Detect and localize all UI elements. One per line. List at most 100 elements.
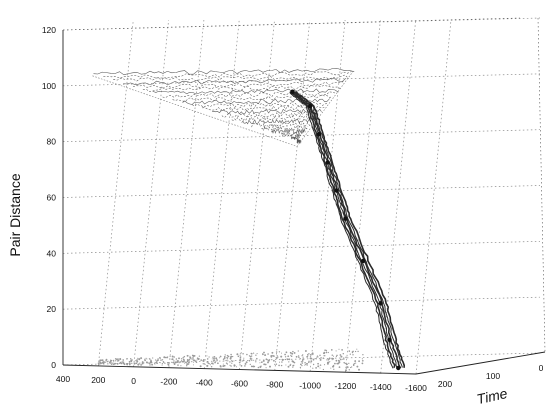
floor-point	[128, 363, 131, 366]
floor-point	[273, 355, 275, 357]
floor-point	[152, 357, 154, 359]
floor-point	[166, 356, 169, 359]
right-edge	[537, 17, 546, 353]
floor-point	[298, 356, 300, 358]
floor-point	[107, 360, 109, 362]
floor-point	[102, 361, 105, 363]
floor-point	[180, 365, 182, 367]
floor-point	[178, 362, 180, 364]
floor-point	[195, 360, 197, 362]
depth-tick-label: 100	[486, 371, 500, 381]
floor-point	[293, 361, 296, 364]
trajectory-strand	[289, 91, 396, 368]
floor-point	[270, 356, 273, 358]
floor-point	[196, 359, 198, 361]
floor-point	[253, 359, 255, 361]
floor-point	[206, 361, 208, 363]
floor-point	[114, 362, 117, 365]
floor-point	[280, 352, 283, 354]
floor-point	[227, 355, 230, 358]
grid-line-x	[97, 19, 134, 366]
floor-point	[284, 356, 287, 358]
floor-point	[105, 358, 108, 361]
floor-point	[188, 358, 191, 361]
floor-point	[320, 357, 322, 359]
floor-point	[265, 367, 267, 369]
floor-point	[345, 369, 347, 372]
floor-point	[186, 354, 189, 357]
floor-point	[354, 350, 357, 353]
grid-line-y	[62, 240, 541, 254]
floor-point	[306, 364, 308, 367]
y-tick-label: 100	[42, 81, 56, 91]
floor-point	[274, 363, 276, 365]
floor-point	[301, 360, 304, 362]
trajectory-strand	[294, 90, 406, 368]
floor-point	[101, 359, 104, 362]
floor-point	[319, 354, 321, 357]
trajectory-point	[325, 160, 330, 165]
floor-point	[361, 362, 364, 365]
floor-point	[159, 356, 161, 359]
floor-point	[162, 361, 165, 363]
floor-point	[133, 361, 135, 363]
floor-point	[361, 358, 363, 360]
surface-mesh-line	[221, 111, 320, 118]
floor-point	[99, 359, 102, 362]
floor-point	[173, 360, 175, 362]
floor-point	[140, 357, 143, 360]
floor-point	[244, 362, 247, 365]
floor-point	[223, 365, 225, 367]
floor-point	[112, 360, 114, 362]
trajectory-point	[396, 365, 401, 371]
floor-point	[214, 361, 216, 364]
floor-point	[187, 363, 190, 365]
floor-point	[238, 361, 241, 364]
floor-point	[196, 357, 199, 359]
floor-point	[173, 356, 175, 358]
floor-point	[156, 359, 159, 362]
floor-point	[110, 363, 113, 365]
floor-point	[170, 358, 172, 360]
floor-point	[180, 358, 183, 360]
floor-point	[327, 351, 329, 354]
floor-point	[167, 363, 169, 365]
trajectory-point	[378, 301, 383, 306]
floor-point	[151, 363, 154, 366]
floor-point	[126, 363, 129, 366]
floor-point	[302, 356, 304, 358]
floor-point	[335, 359, 338, 362]
floor-point	[281, 358, 284, 361]
floor-point	[337, 359, 340, 362]
floor-point	[262, 359, 265, 362]
floor-point	[350, 366, 353, 368]
floor-point	[354, 360, 357, 362]
floor-point	[140, 363, 143, 366]
floor-point	[287, 365, 290, 368]
floor-point	[217, 362, 219, 365]
floor-point	[149, 358, 151, 360]
y-tick-labels: 0 20 40 60 80 100 120	[42, 25, 56, 370]
floor-point	[352, 354, 354, 356]
grid-line-x	[345, 19, 381, 373]
floor-point	[338, 348, 340, 350]
floor-point	[331, 359, 333, 361]
floor-point	[223, 357, 226, 360]
surface-ridge	[92, 69, 355, 147]
floor-point	[300, 364, 302, 365]
floor-point	[312, 363, 315, 366]
floor-point	[322, 368, 325, 371]
floor-point	[175, 361, 177, 364]
floor-point	[265, 358, 268, 361]
depth-axis-line	[415, 351, 546, 375]
floor-point	[244, 365, 246, 367]
floor-point	[241, 360, 243, 362]
floor-point	[315, 358, 317, 360]
floor-point	[301, 364, 303, 367]
floor-point	[197, 358, 200, 361]
floor-point	[190, 357, 192, 360]
floor-point	[326, 359, 328, 361]
floor-point	[242, 360, 244, 362]
floor-point	[141, 362, 144, 365]
trajectory-point	[334, 188, 339, 193]
